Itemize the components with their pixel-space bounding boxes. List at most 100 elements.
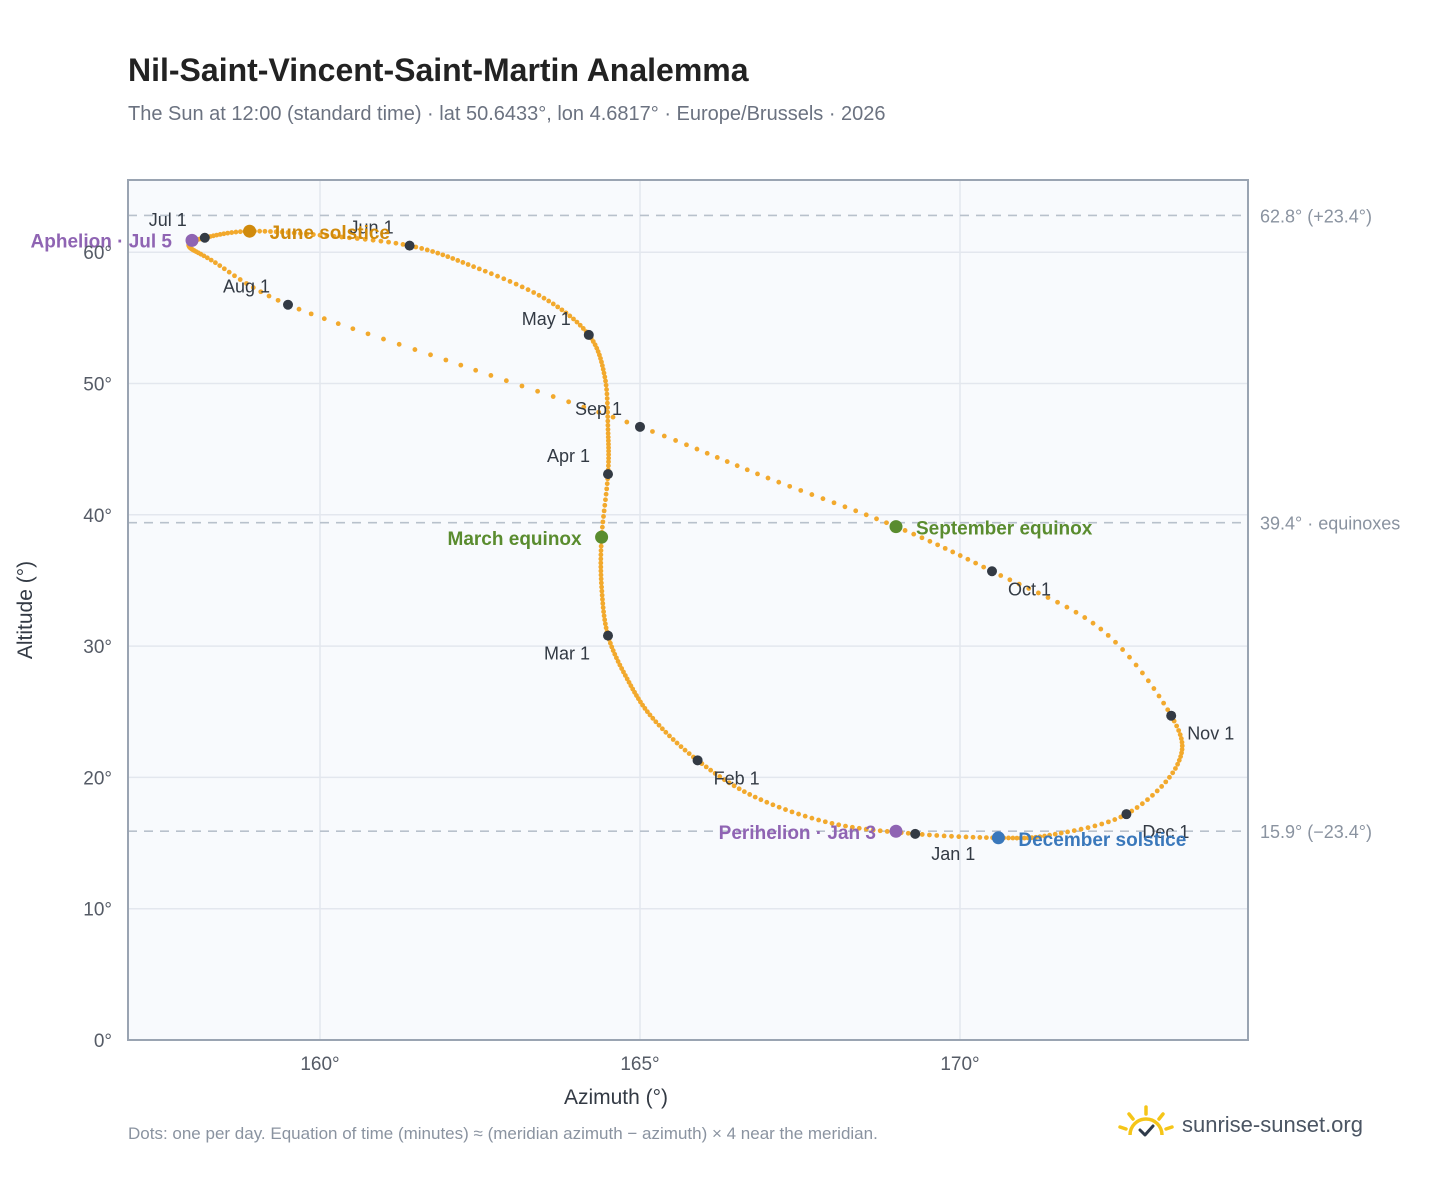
daily-sun-dot <box>603 378 608 384</box>
daily-sun-dot <box>1156 693 1162 699</box>
daily-sun-dot <box>599 524 605 530</box>
daily-sun-dot <box>217 263 223 269</box>
daily-sun-dot <box>734 463 740 469</box>
event-label: June solstice <box>270 223 390 244</box>
daily-sun-dot <box>577 322 583 328</box>
daily-sun-dot <box>1112 817 1118 822</box>
daily-sun-dot <box>244 281 249 286</box>
daily-sun-dot <box>1082 615 1088 620</box>
daily-sun-dot <box>610 414 616 420</box>
daily-sun-dot <box>610 648 616 653</box>
grid-layer <box>128 180 1248 1041</box>
month-label: Jan 1 <box>931 844 975 864</box>
daily-sun-dot <box>606 459 611 465</box>
daily-sun-dot <box>555 304 561 310</box>
daily-sun-dot <box>536 292 542 298</box>
daily-sun-dot <box>744 467 750 473</box>
daily-sun-dot <box>919 535 925 541</box>
daily-sun-dot <box>237 229 243 235</box>
event-label: March equinox <box>448 529 583 550</box>
reference-line-label: 62.8° (+23.4°) <box>1260 206 1372 226</box>
month-label: May 1 <box>522 309 571 329</box>
brand[interactable]: sunrise-sunset.org <box>1118 1100 1363 1150</box>
daily-sun-dot <box>212 260 218 266</box>
daily-sun-dot <box>1045 595 1051 600</box>
daily-sun-dot <box>619 666 625 671</box>
daily-sun-dot <box>606 448 611 454</box>
daily-sun-dot <box>350 326 356 332</box>
y-tick-label: 10° <box>83 900 112 921</box>
daily-sun-dot <box>1154 788 1160 794</box>
daily-sun-dot <box>1055 599 1060 605</box>
daily-sun-dot <box>796 811 801 817</box>
daily-sun-dot <box>1133 662 1139 668</box>
daily-sun-dot <box>535 388 541 394</box>
daily-sun-dot <box>1018 835 1024 841</box>
daily-sun-dot <box>602 617 608 623</box>
daily-sun-dot <box>605 400 610 406</box>
daily-sun-dot <box>603 382 609 388</box>
daily-sun-dot <box>317 232 323 238</box>
daily-sun-dot <box>965 556 971 562</box>
plot-area <box>128 180 1248 1040</box>
daily-sun-dot <box>598 572 604 578</box>
event-marker <box>185 233 199 247</box>
daily-sun-dot <box>285 230 291 235</box>
daily-sun-dot <box>450 256 456 261</box>
markers <box>185 224 1177 845</box>
month-label: Apr 1 <box>547 446 590 466</box>
daily-sun-dot <box>598 543 604 549</box>
event-marker <box>889 520 903 534</box>
daily-sun-dot <box>919 832 925 837</box>
daily-sun-dot <box>934 833 940 838</box>
daily-sun-dot <box>684 442 689 448</box>
daily-sun-dot <box>574 319 580 325</box>
event-label: Perihelion · Jan 3 <box>719 823 876 844</box>
daily-sun-dot <box>413 244 419 250</box>
daily-sun-dot <box>842 504 848 510</box>
daily-sun-dot <box>783 807 788 812</box>
daily-sun-dot <box>606 455 611 461</box>
daily-sun-dot <box>1177 732 1183 738</box>
daily-sun-dot <box>973 560 979 566</box>
daily-sun-dot <box>712 770 718 776</box>
daily-sun-dot <box>1167 774 1172 780</box>
daily-sun-dot <box>237 277 243 282</box>
daily-sun-dot <box>605 409 611 415</box>
daily-sun-dot <box>874 516 879 522</box>
month-label: Jun 1 <box>350 218 394 238</box>
daily-sun-dot <box>571 316 576 322</box>
daily-sun-dot <box>304 231 310 237</box>
daily-sun-dot <box>1092 823 1098 829</box>
x-tick-label: 165° <box>620 1054 659 1075</box>
daily-sun-dot <box>714 455 720 460</box>
daily-sun-dot <box>776 479 782 485</box>
daily-sun-dot <box>378 238 384 244</box>
daily-sun-dot <box>605 434 611 440</box>
event-label: December solstice <box>1018 830 1186 851</box>
daily-sun-dot <box>1078 826 1084 832</box>
daily-sun-dot <box>460 260 466 265</box>
daily-sun-dot <box>262 228 268 234</box>
daily-sun-dot <box>1113 639 1118 645</box>
daily-sun-dot <box>935 542 941 548</box>
daily-sun-dot <box>1033 834 1039 840</box>
daily-sun-dot <box>731 783 737 789</box>
daily-sun-dot <box>1014 835 1020 841</box>
daily-sun-dot <box>1134 805 1140 810</box>
daily-sun-dot <box>257 228 263 234</box>
daily-sun-dot <box>717 774 723 779</box>
daily-sun-dot <box>604 481 610 487</box>
daily-sun-dot <box>335 321 341 327</box>
reference-line-label: 39.4° · equinoxes <box>1260 514 1400 534</box>
daily-sun-dot <box>605 414 611 420</box>
daily-sun-dot <box>465 262 471 267</box>
daily-sun-dot <box>602 621 608 627</box>
event-label: September equinox <box>916 519 1093 540</box>
daily-sun-dot <box>1029 835 1035 841</box>
daily-sun-dot <box>653 719 659 725</box>
reference-lines: 62.8° (+23.4°) 39.4° · equinoxes 15.9° (−2… <box>128 206 1400 842</box>
daily-sun-dot <box>1176 728 1182 733</box>
chart-title: Nil-Saint-Vincent-Saint-Martin Analemma <box>128 52 749 88</box>
daily-sun-dot <box>365 331 371 337</box>
